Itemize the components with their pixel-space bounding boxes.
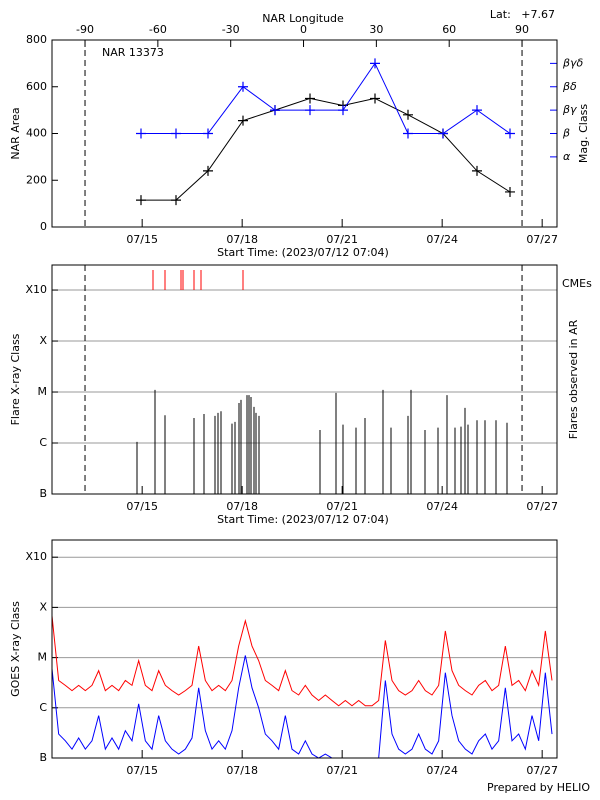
series-line — [141, 97, 511, 201]
x2-tick-label: 60 — [442, 23, 456, 36]
y-tick-label: M — [38, 651, 48, 664]
y-tick-label: 800 — [26, 33, 47, 46]
x-tick-label: 07/24 — [426, 764, 458, 777]
y-tick-label: X10 — [25, 550, 47, 563]
legend-label: CMEs — [562, 277, 592, 290]
y-axis-label: Flare X-ray Class — [9, 333, 22, 425]
flux-line — [51, 615, 553, 707]
x-axis-label: Start Time: (2023/07/12 07:04) — [217, 246, 389, 259]
x2-tick-label: -30 — [222, 23, 240, 36]
point-marker — [438, 128, 448, 139]
point-marker — [370, 93, 380, 104]
y2-tick-label: βδ — [562, 80, 577, 93]
footnote: Prepared by HELIO — [487, 781, 590, 794]
y2-tick-label: β — [562, 127, 570, 140]
y-tick-label: C — [39, 701, 47, 714]
point-marker — [171, 195, 181, 206]
flux-line — [51, 655, 553, 759]
y-tick-label: B — [39, 487, 47, 500]
point-marker — [338, 105, 348, 116]
point-marker — [136, 128, 146, 139]
y-tick-label: M — [38, 385, 48, 398]
x-tick-label: 07/21 — [326, 233, 358, 246]
y2-tick-label: βγ — [562, 103, 577, 116]
y2-axis-label: Mag. Class — [577, 104, 590, 163]
x-tick-label: 07/24 — [426, 233, 458, 246]
point-marker — [403, 109, 413, 120]
x-tick-label: 07/18 — [226, 764, 258, 777]
x2-tick-label: -60 — [149, 23, 167, 36]
x-axis-label: Start Time: (2023/07/12 07:04) — [217, 513, 389, 526]
y-tick-label: X — [39, 600, 47, 613]
x2-tick-label: -90 — [76, 23, 94, 36]
y2-tick-label: βγδ — [562, 56, 584, 69]
x-tick-label: 07/18 — [226, 233, 258, 246]
x-tick-label: 07/15 — [126, 233, 158, 246]
annotation: Lat: +7.67 — [490, 8, 555, 21]
y-axis-label: GOES X-ray Class — [9, 601, 22, 697]
chart-title: NAR 13373 — [102, 46, 164, 59]
series-line — [141, 62, 511, 134]
point-marker — [203, 128, 213, 139]
point-marker — [238, 115, 248, 126]
point-marker — [370, 58, 380, 69]
plot-frame — [51, 264, 558, 495]
y2-axis-label: Flares observed in AR — [567, 319, 580, 439]
x-tick-label: 07/21 — [326, 764, 358, 777]
x-tick-label: 07/24 — [426, 500, 458, 513]
x-tick-label: 07/15 — [126, 764, 158, 777]
y-tick-label: X10 — [25, 283, 47, 296]
x2-tick-label: 90 — [515, 23, 529, 36]
point-marker — [505, 128, 515, 139]
point-marker — [403, 128, 413, 139]
x-tick-label: 07/18 — [226, 500, 258, 513]
point-marker — [238, 81, 248, 92]
point-marker — [203, 165, 213, 176]
point-marker — [305, 93, 315, 104]
point-marker — [505, 186, 515, 197]
point-marker — [136, 195, 146, 206]
x2-tick-label: 0 — [300, 23, 307, 36]
y-tick-label: 0 — [40, 220, 47, 233]
y-tick-label: B — [39, 751, 47, 764]
x-tick-label: 07/27 — [526, 500, 558, 513]
y-tick-label: 600 — [26, 80, 47, 93]
plot-frame — [51, 539, 558, 759]
plot-frame — [51, 39, 558, 228]
y-tick-label: 200 — [26, 173, 47, 186]
y-tick-label: 400 — [26, 127, 47, 140]
point-marker — [270, 105, 280, 116]
point-marker — [472, 165, 482, 176]
x-tick-label: 07/27 — [526, 233, 558, 246]
point-marker — [171, 128, 181, 139]
x-tick-label: 07/27 — [526, 764, 558, 777]
y-tick-label: C — [39, 436, 47, 449]
x-tick-label: 07/21 — [326, 500, 358, 513]
y-axis-label: NAR Area — [9, 107, 22, 159]
x-tick-label: 07/15 — [126, 500, 158, 513]
y2-tick-label: α — [563, 150, 571, 163]
point-marker — [472, 105, 482, 116]
x2-tick-label: 30 — [369, 23, 383, 36]
x2-axis-label: NAR Longitude — [262, 12, 344, 25]
y-tick-label: X — [39, 334, 47, 347]
point-marker — [305, 105, 315, 116]
